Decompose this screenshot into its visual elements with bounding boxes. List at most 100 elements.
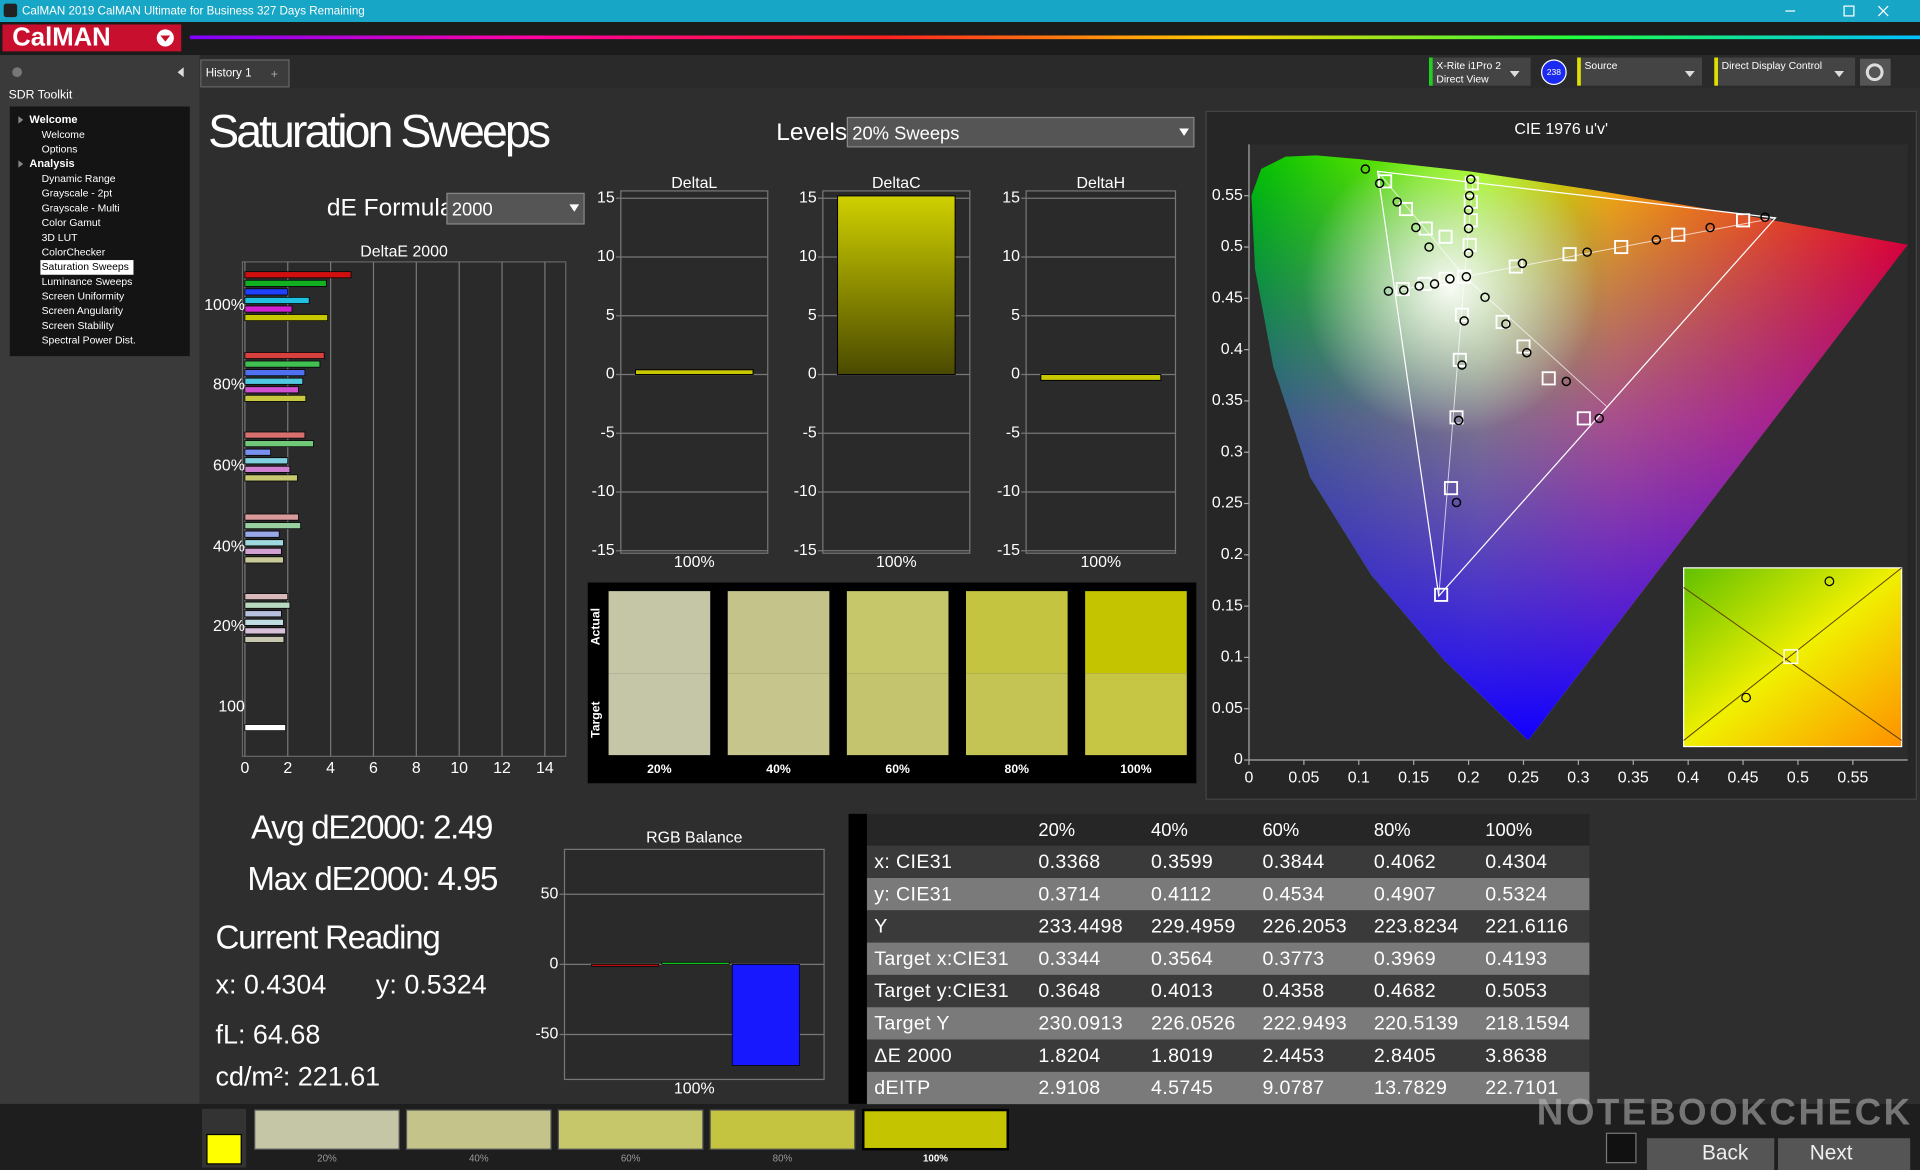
- table-cell: 1.8019: [1151, 1045, 1213, 1067]
- badge[interactable]: [1541, 59, 1567, 86]
- x-tick-label: 0.5: [1787, 770, 1809, 787]
- bar: [244, 305, 293, 313]
- bar: [244, 636, 285, 643]
- tab-add[interactable]: +: [271, 67, 278, 81]
- target-point: [1516, 339, 1531, 354]
- measured-point: [1383, 286, 1394, 296]
- swatch-actual: [966, 591, 1068, 674]
- nav-item[interactable]: Options: [42, 145, 78, 156]
- nav-item[interactable]: Dynamic Range: [42, 174, 116, 185]
- table-cell: 0.4062: [1374, 851, 1436, 873]
- nav-item[interactable]: Screen Angularity: [42, 306, 124, 317]
- bar: [244, 386, 299, 394]
- chart-title: RGB Balance: [646, 830, 743, 847]
- tree-arrow: [18, 116, 24, 124]
- y-tick-label: 0.1: [1221, 649, 1243, 666]
- tile-label: 100%: [923, 1154, 948, 1165]
- nav-item[interactable]: Grayscale - Multi: [42, 203, 120, 214]
- sidebar-collapse[interactable]: [177, 67, 184, 78]
- back-button[interactable]: [1646, 1138, 1775, 1170]
- table-row: [866, 877, 1590, 911]
- window-title: CalMAN 2019 CalMAN Ultimate for Business…: [22, 5, 365, 18]
- bar: [244, 465, 291, 473]
- target-label: Target: [589, 701, 603, 737]
- x-tick-label: 6: [369, 760, 378, 777]
- tab[interactable]: [200, 59, 290, 88]
- nav-item[interactable]: Screen Uniformity: [42, 292, 125, 303]
- nav-item[interactable]: ColorChecker: [42, 247, 106, 258]
- sidebar-pin[interactable]: [12, 67, 23, 78]
- nav-section: Welcome: [29, 114, 77, 126]
- table-cell: 0.5053: [1485, 980, 1547, 1002]
- next-button[interactable]: [1777, 1138, 1911, 1170]
- table-cell: Y: [874, 916, 887, 938]
- reading-y: y: 0.5324: [376, 970, 487, 1000]
- swatch-target: [1085, 673, 1187, 756]
- source-box[interactable]: [1577, 57, 1703, 86]
- swatch-actual: [846, 591, 949, 674]
- table-cell: 0.5324: [1485, 883, 1547, 905]
- bar: [244, 601, 291, 609]
- tile-label: 40%: [469, 1154, 489, 1165]
- settings[interactable]: [1860, 58, 1891, 86]
- tile[interactable]: [862, 1108, 1009, 1151]
- x-tick-label: 0.2: [1458, 770, 1480, 787]
- table-cell: 229.4959: [1151, 916, 1236, 938]
- table-cell: 226.0526: [1151, 1013, 1236, 1035]
- levels-dropdown[interactable]: [846, 116, 1195, 148]
- tile[interactable]: [254, 1109, 400, 1150]
- y-tick-label: 100%: [204, 297, 245, 314]
- y-tick-label: 0.15: [1212, 597, 1243, 614]
- x-tick-label: 0.15: [1398, 770, 1429, 787]
- max-de: Max dE2000: 4.95: [247, 861, 498, 898]
- heading: Saturation Sweeps: [208, 105, 551, 157]
- nav-item[interactable]: Spectral Power Dist.: [42, 336, 136, 347]
- y-tick-label: 0.2: [1221, 546, 1243, 563]
- y-tick-label: 10: [799, 248, 817, 265]
- tile-label: 60%: [621, 1154, 641, 1165]
- bar: [244, 457, 289, 465]
- tile[interactable]: [709, 1109, 856, 1150]
- bar: [244, 352, 325, 359]
- chart-title: DeltaL: [671, 175, 717, 192]
- x-tick-label: 100%: [674, 554, 715, 571]
- reading-x: x: 0.4304: [216, 970, 327, 1000]
- table-cell: 0.4013: [1151, 980, 1213, 1002]
- display-box[interactable]: [1714, 57, 1856, 86]
- formula-dropdown[interactable]: [446, 192, 585, 225]
- y-tick-label: 40%: [213, 538, 245, 555]
- target-point: [1671, 227, 1686, 242]
- nav-item[interactable]: Welcome: [42, 130, 85, 141]
- tile[interactable]: [405, 1109, 552, 1150]
- x-tick-label: 0.45: [1728, 770, 1759, 787]
- y-tick-label: 0.35: [1212, 392, 1243, 409]
- stop-button[interactable]: [1605, 1132, 1637, 1164]
- x-tick-label: 12: [493, 760, 511, 777]
- nav-item[interactable]: 3D LUT: [42, 233, 78, 244]
- y-tick-label: -15: [592, 542, 615, 559]
- table-row: [866, 1071, 1590, 1105]
- swatch-actual: [608, 591, 711, 674]
- table-row: [866, 910, 1590, 943]
- nav-item[interactable]: Screen Stability: [42, 321, 115, 332]
- nav-item[interactable]: Saturation Sweeps: [42, 262, 129, 273]
- x-tick-label: 100%: [1080, 554, 1121, 571]
- table-cell: 0.3368: [1038, 851, 1100, 873]
- nav-item[interactable]: Luminance Sweeps: [42, 277, 133, 288]
- nav-item[interactable]: Color Gamut: [42, 218, 101, 229]
- tile[interactable]: [557, 1109, 704, 1150]
- logo-box[interactable]: [2, 24, 182, 52]
- measured-point: [1464, 190, 1475, 201]
- swatch-target: [846, 673, 949, 756]
- formula-value: 2000: [452, 198, 493, 219]
- y-tick-label: 10: [597, 248, 615, 265]
- table-cell: 0.3344: [1038, 948, 1100, 970]
- table-cell: 220.5139: [1374, 1013, 1459, 1035]
- measured-point: [1521, 347, 1532, 358]
- levels-value: 20% Sweeps: [852, 122, 959, 143]
- nav-item[interactable]: Grayscale - 2pt: [42, 189, 113, 200]
- target-point: [1438, 229, 1453, 244]
- table-cell: Target Y: [874, 1013, 950, 1035]
- bar: [1040, 374, 1162, 381]
